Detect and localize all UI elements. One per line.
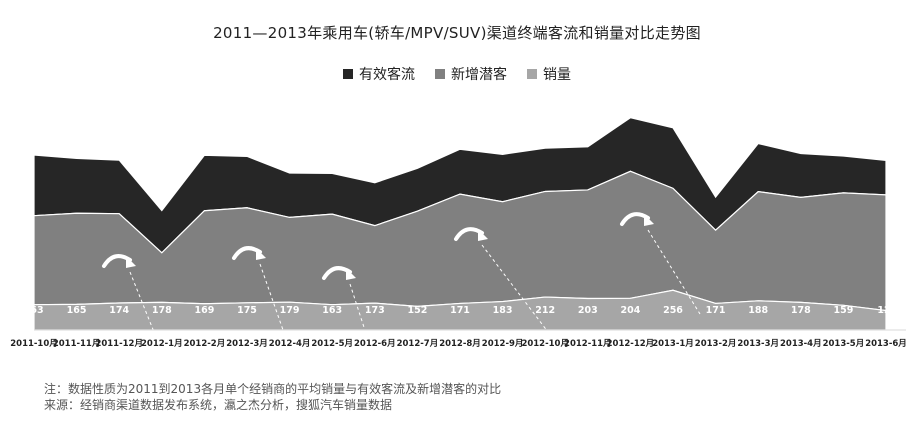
leader-line	[647, 229, 701, 315]
x-tick-label: 2013-3月	[737, 339, 779, 349]
x-tick-label: 2012-8月	[439, 339, 481, 349]
arrow-head-icon	[126, 256, 136, 268]
legend-swatch-effective-traffic	[343, 69, 353, 79]
x-tick-label: 2012-5月	[311, 339, 353, 349]
x-tick-label: 2012-4月	[269, 339, 311, 349]
decorative-arrows	[102, 212, 701, 353]
x-tick-label: 2012-2月	[184, 339, 226, 349]
x-tick-label: 2013-5月	[823, 339, 865, 349]
data-label: 178	[152, 305, 172, 316]
x-tick-label: 2013-1月	[652, 339, 694, 349]
data-label: 188	[748, 305, 768, 316]
data-label: 256	[663, 305, 683, 316]
legend-label-sales: 销量	[543, 67, 571, 83]
x-tick-label: 2012-3月	[226, 339, 268, 349]
legend-item-effective-traffic: 有效客流	[343, 64, 415, 84]
legend-label-effective-traffic: 有效客流	[359, 67, 415, 83]
x-tick-label: 2013-6月	[865, 339, 907, 349]
arrow-head-icon	[346, 268, 356, 280]
x-tick-label: 2012-10月	[521, 339, 569, 349]
legend: 有效客流 新增潜客 销量	[0, 64, 914, 84]
data-label: 183	[493, 305, 513, 316]
x-tick-label: 2011-12月	[95, 339, 143, 349]
leader-line	[129, 271, 163, 353]
data-label: 171	[450, 305, 470, 316]
x-tick-label: 2011-11月	[53, 339, 101, 349]
data-label: 159	[833, 305, 853, 316]
data-label: 175	[237, 305, 257, 316]
note-line: 注：数据性质为2011到2013各月单个经销商的平均销量与有效客流及新增潜客的对…	[44, 382, 502, 396]
x-tick-label: 2012-9月	[482, 339, 524, 349]
legend-swatch-sales	[527, 69, 537, 79]
area-layers	[33, 117, 887, 331]
data-label: 165	[67, 305, 87, 316]
leader-line	[481, 244, 549, 333]
data-label: 178	[791, 305, 811, 316]
data-label: 152	[407, 305, 427, 316]
data-label: 204	[620, 305, 640, 316]
data-label: 212	[535, 305, 555, 316]
data-label: 171	[706, 305, 726, 316]
x-tick-label: 2012-11月	[564, 339, 612, 349]
data-label: 163	[322, 305, 342, 316]
data-labels: 63 165 174 178 169 175 179 163 173 152 171 183 212 20…	[30, 305, 890, 316]
data-label: 179	[280, 305, 300, 316]
data-label: 203	[578, 305, 598, 316]
legend-item-sales: 销量	[527, 64, 571, 84]
arrow-head-icon	[256, 248, 266, 260]
legend-label-new-prospects: 新增潜客	[451, 67, 507, 83]
x-tick-label: 2013-4月	[780, 339, 822, 349]
arrow-head-icon	[644, 214, 654, 226]
data-label: 169	[194, 305, 214, 316]
x-tick-label: 2012-7月	[397, 339, 439, 349]
data-label: 173	[365, 305, 385, 316]
chart-title: 2011—2013年乘用车(轿车/MPV/SUV)渠道终端客流和销量对比走势图	[213, 24, 701, 42]
data-label: 174	[109, 305, 129, 316]
x-tick-label: 2012-6月	[354, 339, 396, 349]
x-tick-label: 2013-2月	[695, 339, 737, 349]
legend-swatch-new-prospects	[435, 69, 445, 79]
data-label: 12	[877, 305, 890, 316]
legend-item-new-prospects: 新增潜客	[435, 64, 507, 84]
arrow-head-icon	[478, 229, 488, 241]
x-tick-label: 2011-10月	[10, 339, 58, 349]
x-tick-label: 2012-12月	[607, 339, 655, 349]
data-label: 63	[30, 305, 43, 316]
x-tick-label: 2012-1月	[141, 339, 183, 349]
footnotes: 注：数据性质为2011到2013各月单个经销商的平均销量与有效客流及新增潜客的对…	[44, 381, 501, 413]
source-line: 来源：经销商渠道数据发布系统，瀛之杰分析，搜狐汽车销量数据	[44, 398, 393, 412]
